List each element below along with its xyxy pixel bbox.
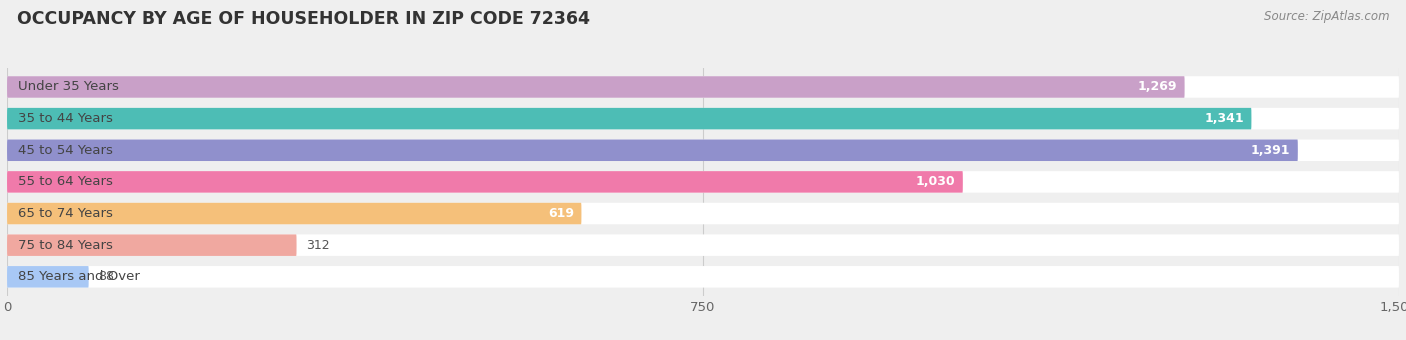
Text: 1,030: 1,030	[915, 175, 956, 188]
Text: 85 Years and Over: 85 Years and Over	[18, 270, 141, 283]
FancyBboxPatch shape	[7, 203, 582, 224]
FancyBboxPatch shape	[7, 76, 1399, 98]
Text: Source: ZipAtlas.com: Source: ZipAtlas.com	[1264, 10, 1389, 23]
FancyBboxPatch shape	[7, 171, 963, 193]
Text: 312: 312	[307, 239, 329, 252]
FancyBboxPatch shape	[7, 108, 1399, 130]
FancyBboxPatch shape	[7, 234, 1399, 256]
Text: 75 to 84 Years: 75 to 84 Years	[18, 239, 112, 252]
Text: OCCUPANCY BY AGE OF HOUSEHOLDER IN ZIP CODE 72364: OCCUPANCY BY AGE OF HOUSEHOLDER IN ZIP C…	[17, 10, 591, 28]
FancyBboxPatch shape	[7, 203, 1399, 224]
Text: Under 35 Years: Under 35 Years	[18, 81, 120, 94]
FancyBboxPatch shape	[7, 171, 1399, 193]
Text: 65 to 74 Years: 65 to 74 Years	[18, 207, 112, 220]
Text: 1,269: 1,269	[1137, 81, 1177, 94]
FancyBboxPatch shape	[7, 76, 1185, 98]
FancyBboxPatch shape	[7, 266, 89, 288]
FancyBboxPatch shape	[7, 139, 1298, 161]
Text: 45 to 54 Years: 45 to 54 Years	[18, 144, 112, 157]
Text: 88: 88	[98, 270, 114, 283]
FancyBboxPatch shape	[7, 108, 1251, 130]
Text: 55 to 64 Years: 55 to 64 Years	[18, 175, 112, 188]
FancyBboxPatch shape	[7, 234, 297, 256]
FancyBboxPatch shape	[7, 139, 1399, 161]
Text: 619: 619	[548, 207, 574, 220]
Text: 1,341: 1,341	[1205, 112, 1244, 125]
Text: 1,391: 1,391	[1251, 144, 1291, 157]
Text: 35 to 44 Years: 35 to 44 Years	[18, 112, 112, 125]
FancyBboxPatch shape	[7, 266, 1399, 288]
